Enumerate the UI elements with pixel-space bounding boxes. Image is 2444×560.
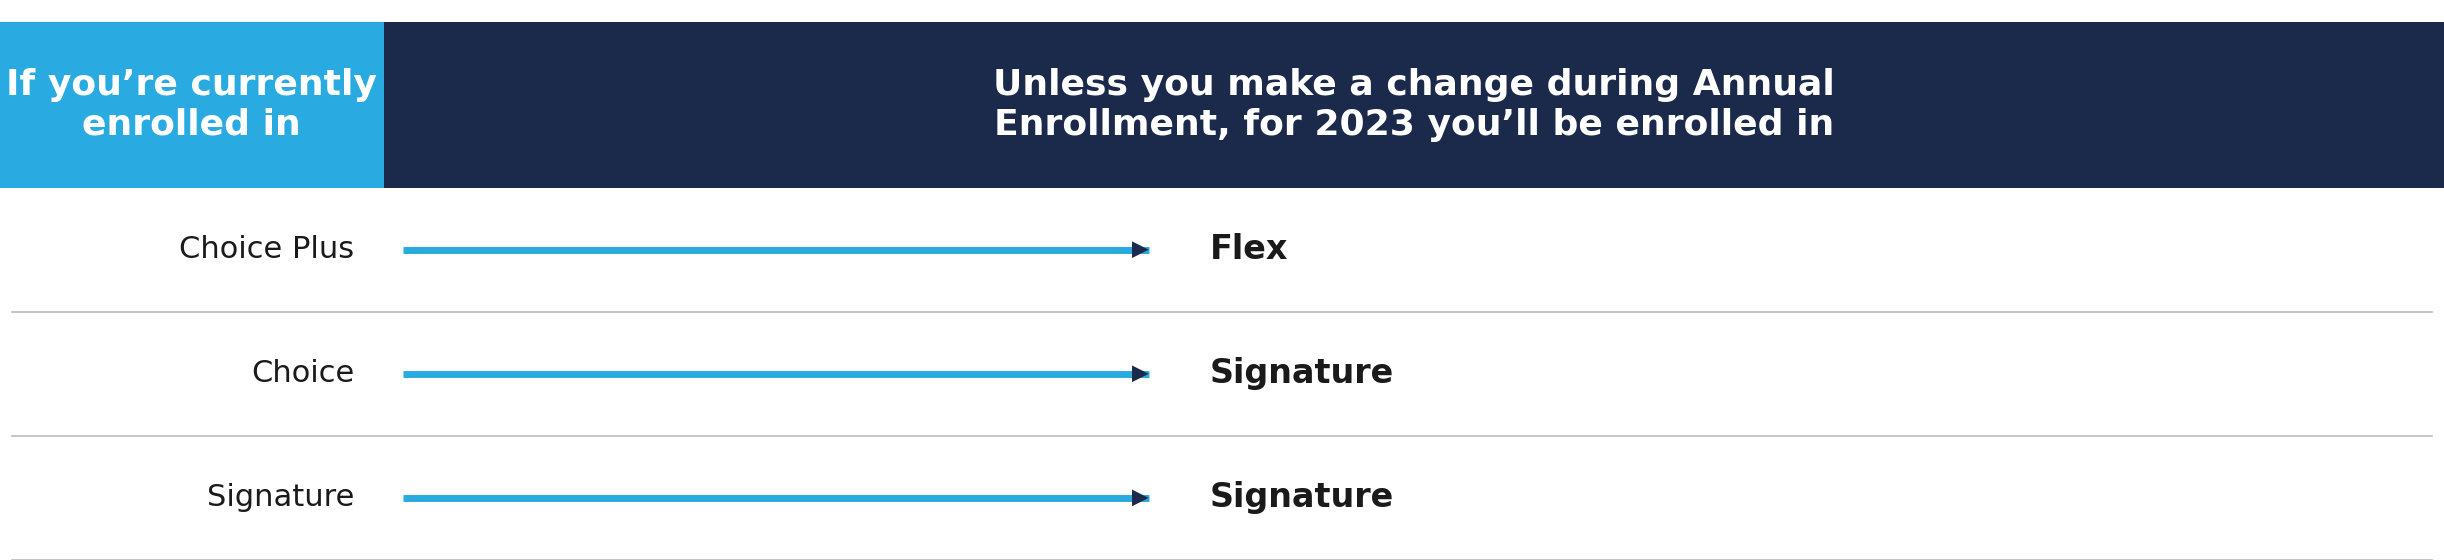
Text: Flex: Flex xyxy=(1210,233,1288,266)
Text: Signature: Signature xyxy=(208,483,354,512)
Text: Signature: Signature xyxy=(1210,482,1393,515)
Text: If you’re currently
enrolled in: If you’re currently enrolled in xyxy=(7,68,376,142)
Text: Choice: Choice xyxy=(252,360,354,388)
Bar xyxy=(384,22,2444,188)
Bar xyxy=(0,22,384,188)
Text: Signature: Signature xyxy=(1210,357,1393,390)
Text: Unless you make a change during Annual
Enrollment, for 2023 you’ll be enrolled i: Unless you make a change during Annual E… xyxy=(992,68,1835,142)
Text: Choice Plus: Choice Plus xyxy=(178,235,354,264)
